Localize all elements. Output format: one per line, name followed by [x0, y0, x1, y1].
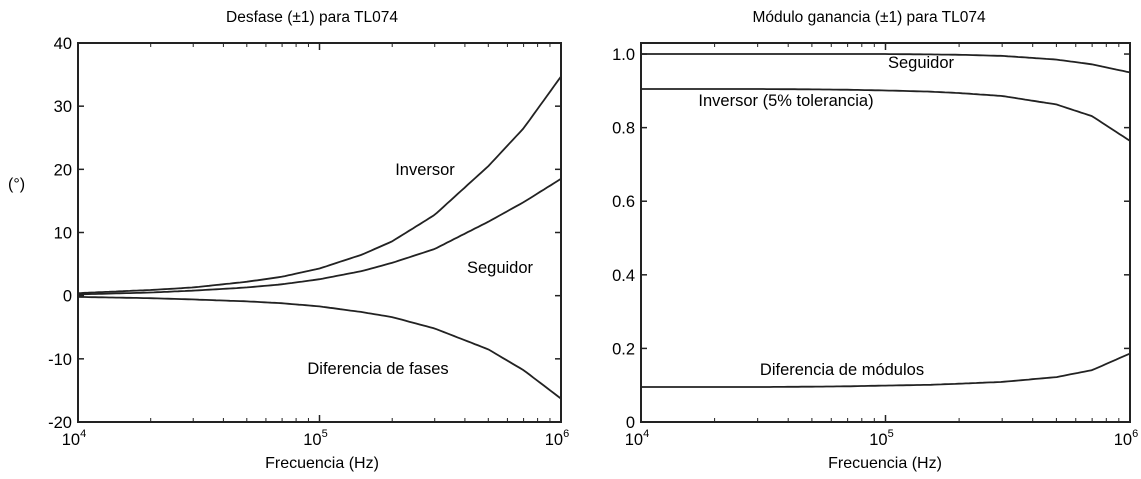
x-tick-label: 105 [869, 428, 893, 449]
series-line-1 [77, 75, 562, 294]
chart-1: Desfase (±1) para TL074403020100-10-2010… [8, 9, 569, 472]
series-annotation: Diferencia de módulos [760, 361, 924, 379]
series-line-2 [77, 178, 562, 296]
y-tick-label: 40 [54, 35, 72, 53]
x-tick-label: 105 [303, 428, 327, 449]
y-axis-label: (°) [8, 176, 25, 193]
series-annotation: Diferencia de fases [307, 360, 448, 378]
x-tick-label: 104 [625, 428, 649, 449]
y-tick-label: 1.0 [612, 46, 635, 64]
series-annotation: Inversor (5% tolerancia) [698, 92, 873, 110]
x-tick-label: 106 [545, 428, 569, 449]
y-tick-label: 0.2 [612, 340, 635, 358]
chart-title: Módulo ganancia (±1) para TL074 [752, 9, 986, 26]
y-tick-label: -20 [48, 414, 72, 432]
y-tick-label: 20 [54, 161, 72, 179]
y-tick-label: 30 [54, 98, 72, 116]
series-line-3 [77, 296, 562, 400]
y-tick-label: 0.6 [612, 193, 635, 211]
y-tick-label: -10 [48, 351, 72, 369]
y-tick-label: 0 [626, 414, 635, 432]
y-tick-label: 0.8 [612, 120, 635, 138]
x-tick-label: 106 [1114, 428, 1138, 449]
chart-2: Módulo ganancia (±1) para TL074 1.0 0.8 0.6… [612, 9, 1138, 472]
x-tick-label: 104 [62, 428, 86, 449]
chart-title: Desfase (±1) para TL074 [226, 9, 398, 26]
series-line-2 [641, 88, 1131, 142]
x-axis-label: Frecuencia (Hz) [828, 455, 942, 472]
y-tick-label: 0.4 [612, 267, 635, 285]
x-axis-label: Frecuencia (Hz) [265, 455, 379, 472]
series-annotation: Seguidor [888, 54, 955, 72]
series-annotation: Seguidor [467, 259, 534, 277]
series-line-3 [641, 352, 1131, 388]
series-line-1 [641, 53, 1131, 74]
y-tick-label: 10 [54, 225, 72, 243]
y-tick-label: 0 [63, 288, 72, 306]
series-annotation: Inversor [395, 161, 455, 179]
